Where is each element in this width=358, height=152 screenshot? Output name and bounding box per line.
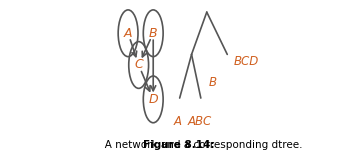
Text: Figure 8.14:: Figure 8.14:: [143, 140, 215, 150]
Text: B: B: [209, 76, 217, 89]
Text: B: B: [149, 27, 158, 40]
Text: A: A: [173, 115, 182, 128]
Text: ABC: ABC: [187, 115, 212, 128]
Text: A: A: [124, 27, 132, 40]
Text: A network and a corresponding dtree.: A network and a corresponding dtree.: [56, 140, 302, 150]
Text: C: C: [134, 59, 143, 71]
Text: D: D: [149, 93, 158, 106]
Text: BCD: BCD: [234, 55, 259, 67]
